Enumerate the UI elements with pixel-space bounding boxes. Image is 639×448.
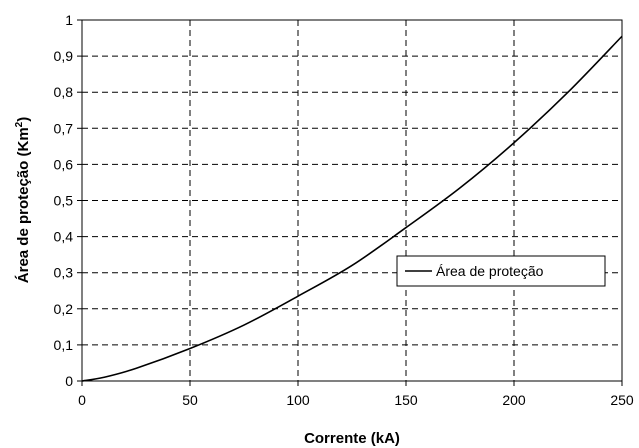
y-tick-label-5: 0,5 — [54, 193, 74, 209]
series-line-area-de-protecao — [81, 35, 623, 382]
y-axis-ticks: 0 0,1 0,2 0,3 0,4 0,5 0,6 0,7 0,8 0,9 1 — [54, 12, 82, 389]
x-axis-title: Corrente (kA) — [304, 430, 400, 447]
y-axis-title-superscript: 2 — [14, 121, 25, 127]
y-tick-label-8: 0,8 — [54, 84, 74, 100]
x-tick-label-3: 150 — [394, 392, 418, 408]
x-tick-label-2: 100 — [286, 392, 310, 408]
y-tick-label-0: 0 — [65, 373, 73, 389]
x-tick-label-0: 0 — [78, 392, 86, 408]
x-tick-label-4: 200 — [502, 392, 526, 408]
x-axis-ticks: 0 50 100 150 200 250 — [78, 381, 634, 408]
x-tick-label-1: 50 — [182, 392, 198, 408]
y-tick-label-9: 0,9 — [54, 48, 74, 64]
y-tick-label-2: 0,2 — [54, 301, 74, 317]
y-tick-label-7: 0,7 — [54, 120, 74, 136]
y-tick-label-10: 1 — [65, 12, 73, 28]
y-tick-label-1: 0,1 — [54, 337, 74, 353]
y-tick-label-3: 0,3 — [54, 265, 74, 281]
y-axis-title-close: ) — [15, 117, 32, 122]
legend-label: Área de proteção — [436, 263, 544, 279]
y-axis-title: Área de proteção (Km2) — [14, 117, 32, 283]
y-tick-label-4: 0,4 — [54, 229, 74, 245]
x-tick-label-5: 250 — [610, 392, 634, 408]
legend: Área de proteção — [396, 255, 606, 287]
y-tick-label-6: 0,6 — [54, 156, 74, 172]
y-axis-title-main: Área de proteção (Km — [15, 127, 32, 283]
grid-lines — [82, 20, 622, 381]
